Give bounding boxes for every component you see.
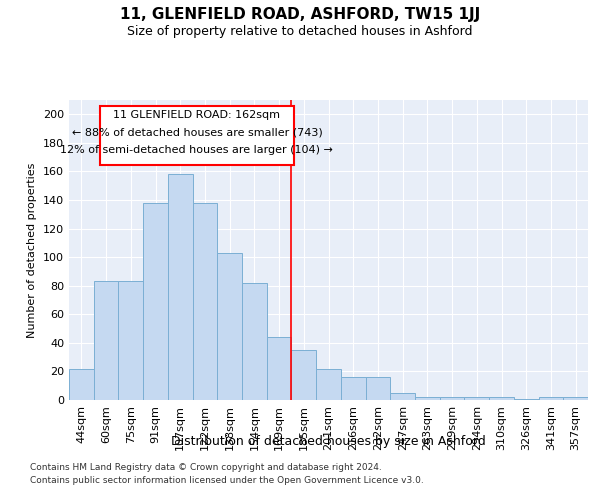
Bar <box>69 368 94 400</box>
Bar <box>193 203 217 400</box>
Text: ← 88% of detached houses are smaller (743): ← 88% of detached houses are smaller (74… <box>71 128 322 138</box>
Bar <box>94 282 118 400</box>
Bar <box>489 397 514 400</box>
Bar <box>390 393 415 400</box>
Bar <box>539 397 563 400</box>
Text: Contains HM Land Registry data © Crown copyright and database right 2024.: Contains HM Land Registry data © Crown c… <box>30 462 382 471</box>
Bar <box>267 337 292 400</box>
Bar <box>464 397 489 400</box>
Text: Distribution of detached houses by size in Ashford: Distribution of detached houses by size … <box>172 435 486 448</box>
Bar <box>316 368 341 400</box>
Y-axis label: Number of detached properties: Number of detached properties <box>28 162 37 338</box>
Bar <box>514 398 539 400</box>
Text: Contains public sector information licensed under the Open Government Licence v3: Contains public sector information licen… <box>30 476 424 485</box>
Bar <box>292 350 316 400</box>
Text: 11, GLENFIELD ROAD, ASHFORD, TW15 1JJ: 11, GLENFIELD ROAD, ASHFORD, TW15 1JJ <box>120 8 480 22</box>
Bar <box>118 282 143 400</box>
Bar <box>242 283 267 400</box>
Bar <box>341 377 365 400</box>
Bar <box>440 397 464 400</box>
Bar <box>563 397 588 400</box>
Text: 11 GLENFIELD ROAD: 162sqm: 11 GLENFIELD ROAD: 162sqm <box>113 110 280 120</box>
Text: Size of property relative to detached houses in Ashford: Size of property relative to detached ho… <box>127 25 473 38</box>
Bar <box>217 253 242 400</box>
Bar <box>168 174 193 400</box>
Bar <box>415 397 440 400</box>
Bar <box>143 203 168 400</box>
Text: 12% of semi-detached houses are larger (104) →: 12% of semi-detached houses are larger (… <box>61 146 334 156</box>
Bar <box>365 377 390 400</box>
